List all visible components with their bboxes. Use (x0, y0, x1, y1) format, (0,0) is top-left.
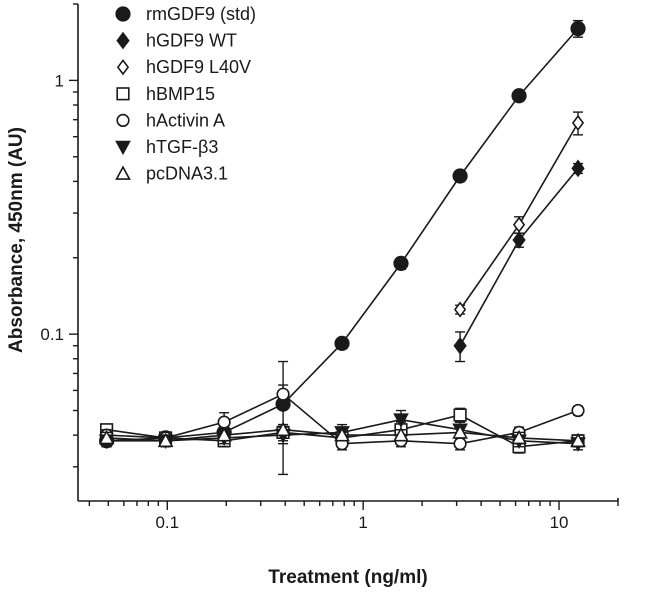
legend-label: rmGDF9 (std) (146, 4, 256, 24)
data-point (571, 159, 585, 178)
data-point (334, 335, 350, 351)
x-tick-label: 1 (358, 513, 367, 532)
legend: rmGDF9 (std) hGDF9 WT hGDF9 L40V hBMP15 hAct… (115, 4, 256, 184)
x-ticks: 0.1 1 10 (88, 501, 619, 532)
legend-label: hBMP15 (146, 84, 215, 104)
data-point (453, 437, 467, 451)
data-point (334, 426, 350, 442)
data-point (570, 20, 586, 37)
legend-marker (116, 31, 130, 50)
series-line (459, 167, 579, 347)
legend-label: hTGF-β3 (146, 137, 218, 157)
series-group (453, 159, 585, 363)
series-group (98, 421, 586, 448)
y-tick-label: 0.1 (40, 325, 64, 344)
data-point (393, 255, 409, 272)
data-point (452, 168, 468, 184)
legend-marker (116, 87, 130, 101)
y-tick-label: 1 (55, 71, 64, 90)
series-layer (98, 19, 586, 476)
data-point (216, 426, 232, 442)
x-axis-title: Treatment (ng/ml) (268, 567, 427, 588)
data-point (453, 301, 467, 318)
x-tick-label: 0.1 (155, 513, 179, 532)
data-point (453, 336, 467, 355)
series-group (453, 111, 585, 318)
y-axis-title: Absorbance, 450nm (AU) (6, 127, 27, 353)
data-point (570, 432, 586, 448)
data-point (217, 415, 231, 429)
data-point (393, 413, 409, 428)
data-point (571, 114, 585, 132)
data-point (511, 88, 527, 104)
legend-label: hActivin A (146, 110, 225, 130)
data-point (275, 421, 291, 437)
legend-label: pcDNA3.1 (146, 164, 228, 184)
data-point (512, 216, 526, 233)
data-point (512, 231, 526, 249)
legend-marker (115, 6, 131, 22)
legend-label: hGDF9 WT (146, 31, 237, 51)
legend-marker (115, 140, 131, 156)
legend-marker (116, 113, 130, 127)
data-point (393, 426, 409, 442)
data-point (98, 429, 115, 445)
data-point (157, 432, 174, 448)
data-point (511, 429, 527, 445)
data-point (453, 408, 467, 422)
y-ticks: 0.11 (40, 3, 78, 468)
data-point (571, 403, 585, 418)
data-point (452, 424, 468, 439)
data-point (276, 387, 290, 401)
legend-marker (116, 59, 130, 76)
legend-label: hGDF9 L40V (146, 57, 251, 77)
x-tick-label: 10 (550, 513, 569, 532)
legend-marker (115, 165, 131, 180)
